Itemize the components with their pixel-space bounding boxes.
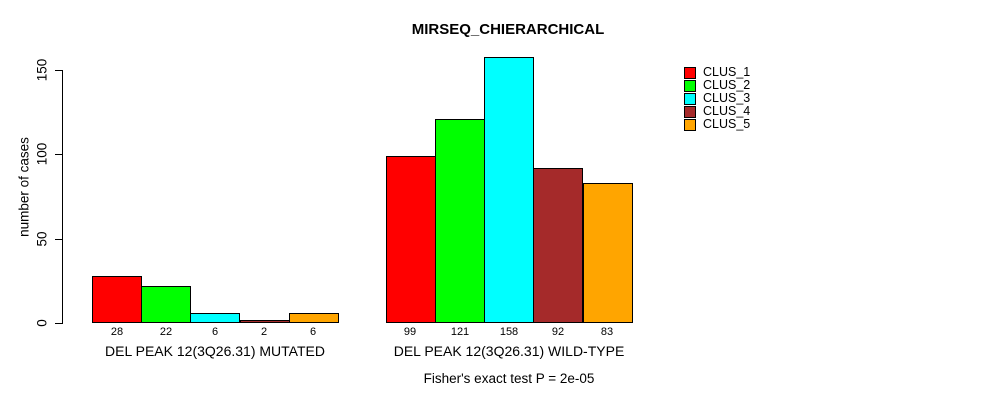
legend-label: CLUS_3: [703, 91, 751, 105]
y-tick-mark: [55, 323, 62, 324]
annotation-text: Fisher's exact test P = 2e-05: [423, 371, 595, 386]
y-tick-mark: [55, 154, 62, 155]
bar-clus_2: [435, 119, 485, 323]
legend-item: CLUS_4: [684, 105, 750, 118]
legend: CLUS_1 CLUS_2 CLUS_3 CLUS_4 CLUS_5: [684, 66, 750, 131]
y-tick-label: 50: [34, 231, 50, 247]
bar-clus_5: [289, 313, 339, 323]
y-tick-label: 150: [34, 58, 50, 82]
legend-item: CLUS_5: [684, 118, 750, 131]
bar-clus_2: [141, 286, 191, 323]
bar-value-label: 92: [551, 326, 565, 338]
bar-value-label: 121: [450, 326, 470, 338]
legend-item: CLUS_2: [684, 79, 750, 92]
y-tick-mark: [55, 70, 62, 71]
legend-label: CLUS_1: [703, 65, 751, 79]
legend-swatch: [684, 92, 696, 105]
legend-swatch: [684, 118, 696, 131]
legend-swatch: [684, 66, 696, 79]
y-tick-label: 100: [34, 142, 50, 166]
bar-clus_1: [386, 156, 436, 323]
bar-value-label: 2: [260, 326, 268, 338]
bar-value-label: 28: [110, 326, 124, 338]
bar-value-label: 22: [159, 326, 173, 338]
group-label: DEL PEAK 12(3Q26.31) MUTATED: [105, 343, 325, 359]
y-axis-line: [62, 70, 63, 324]
legend-label: CLUS_4: [703, 104, 751, 118]
bar-value-label: 6: [211, 326, 219, 338]
legend-label: CLUS_2: [703, 78, 751, 92]
chart-title: MIRSEQ_CHIERARCHICAL: [411, 21, 605, 38]
legend-swatch: [684, 105, 696, 118]
y-axis-title: number of cases: [16, 137, 32, 237]
y-tick-mark: [55, 239, 62, 240]
legend-swatch: [684, 79, 696, 92]
legend-label: CLUS_5: [703, 117, 751, 131]
bar-clus_3: [484, 57, 534, 323]
bar-clus_5: [583, 183, 633, 323]
y-tick-label: 0: [34, 319, 50, 327]
bar-clus_3: [190, 313, 240, 323]
bar-value-label: 6: [309, 326, 317, 338]
legend-item: CLUS_1: [684, 66, 750, 79]
group-label: DEL PEAK 12(3Q26.31) WILD-TYPE: [393, 343, 625, 359]
bar-clus_4: [533, 168, 583, 323]
bar-value-label: 158: [499, 326, 519, 338]
bar-value-label: 99: [403, 326, 417, 338]
legend-item: CLUS_3: [684, 92, 750, 105]
bar-value-label: 83: [600, 326, 614, 338]
bar-clus_4: [240, 320, 290, 323]
bar-clus_1: [92, 276, 142, 323]
